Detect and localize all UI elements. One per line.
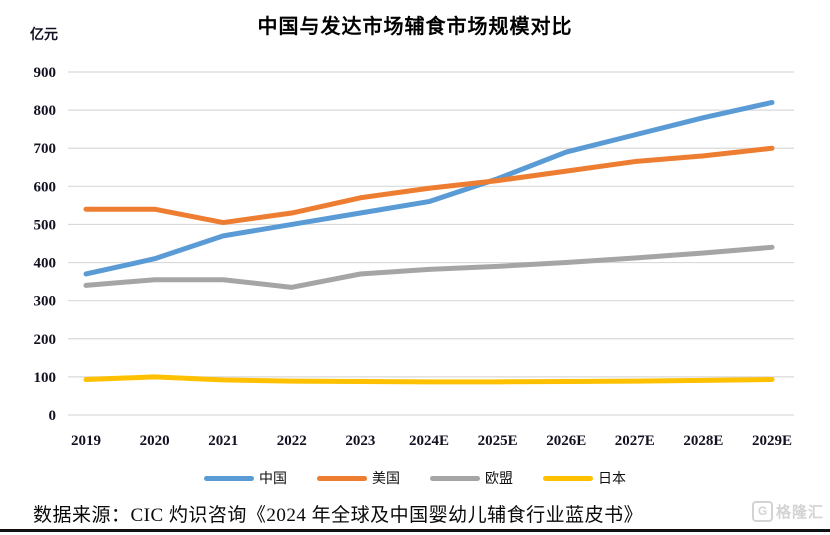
legend-swatch-icon: [543, 475, 593, 481]
line-chart-plot: 0 100 200 300 400 500 600 700 800 900 2019 2020 2021…: [34, 65, 794, 449]
x-tick-label-2027E: 2027E: [615, 433, 655, 449]
x-tick-label-2023: 2023: [345, 433, 375, 449]
x-tick-label-2021: 2021: [208, 433, 238, 449]
y-tick-label-500: 500: [34, 217, 57, 233]
series-line-0: [83, 99, 775, 277]
source-row: 数据来源：CIC 灼识咨询《2024 年全球及中国婴幼儿辅食行业蓝皮书》 G 格…: [0, 498, 830, 528]
y-tick-label-700: 700: [34, 141, 57, 157]
x-tick-label-2019: 2019: [71, 433, 101, 449]
x-tick-label-2020: 2020: [140, 433, 170, 449]
y-tick-label-400: 400: [34, 256, 57, 272]
chart-legend: 中国 美国 欧盟 日本: [0, 468, 830, 488]
legend-label: 美国: [372, 472, 400, 487]
gelonghui-g-icon: G: [751, 501, 773, 522]
legend-item-0: 中国: [204, 468, 287, 488]
legend-item-1: 美国: [317, 468, 400, 488]
x-tick-label-2025E: 2025E: [478, 433, 518, 449]
legend-swatch-icon: [204, 475, 254, 481]
legend-item-2: 欧盟: [430, 468, 513, 488]
y-tick-label-900: 900: [34, 65, 57, 81]
legend-label: 日本: [598, 472, 626, 487]
series-line-3: [83, 374, 775, 385]
legend-item-3: 日本: [543, 468, 626, 488]
x-tick-label-2029E: 2029E: [752, 433, 792, 449]
legend-label: 中国: [259, 472, 287, 487]
x-tick-label-2022: 2022: [277, 433, 307, 449]
y-tick-label-200: 200: [34, 332, 57, 348]
x-tick-label-2024E: 2024E: [409, 433, 449, 449]
y-tick-label-600: 600: [34, 179, 57, 195]
x-tick-label-2028E: 2028E: [683, 433, 723, 449]
chart-title: 中国与发达市场辅食市场规模对比: [257, 16, 573, 38]
y-tick-label-800: 800: [34, 103, 57, 119]
legend-label: 欧盟: [485, 472, 513, 487]
data-source-text: 数据来源：CIC 灼识咨询《2024 年全球及中国婴幼儿辅食行业蓝皮书》: [33, 505, 644, 526]
series-line-2: [83, 244, 775, 290]
gelonghui-logo-text: 格隆汇: [775, 505, 824, 521]
bottom-divider: [0, 529, 830, 532]
gelonghui-logo: G 格隆汇: [751, 501, 824, 522]
y-axis-unit-label: 亿元: [30, 28, 58, 43]
x-tick-label-2026E: 2026E: [546, 433, 586, 449]
y-tick-label-0: 0: [49, 408, 57, 424]
y-tick-label-100: 100: [34, 370, 57, 386]
legend-swatch-icon: [317, 475, 367, 481]
y-tick-label-300: 300: [34, 294, 57, 310]
legend-swatch-icon: [430, 475, 480, 481]
series-line-1: [83, 145, 775, 226]
